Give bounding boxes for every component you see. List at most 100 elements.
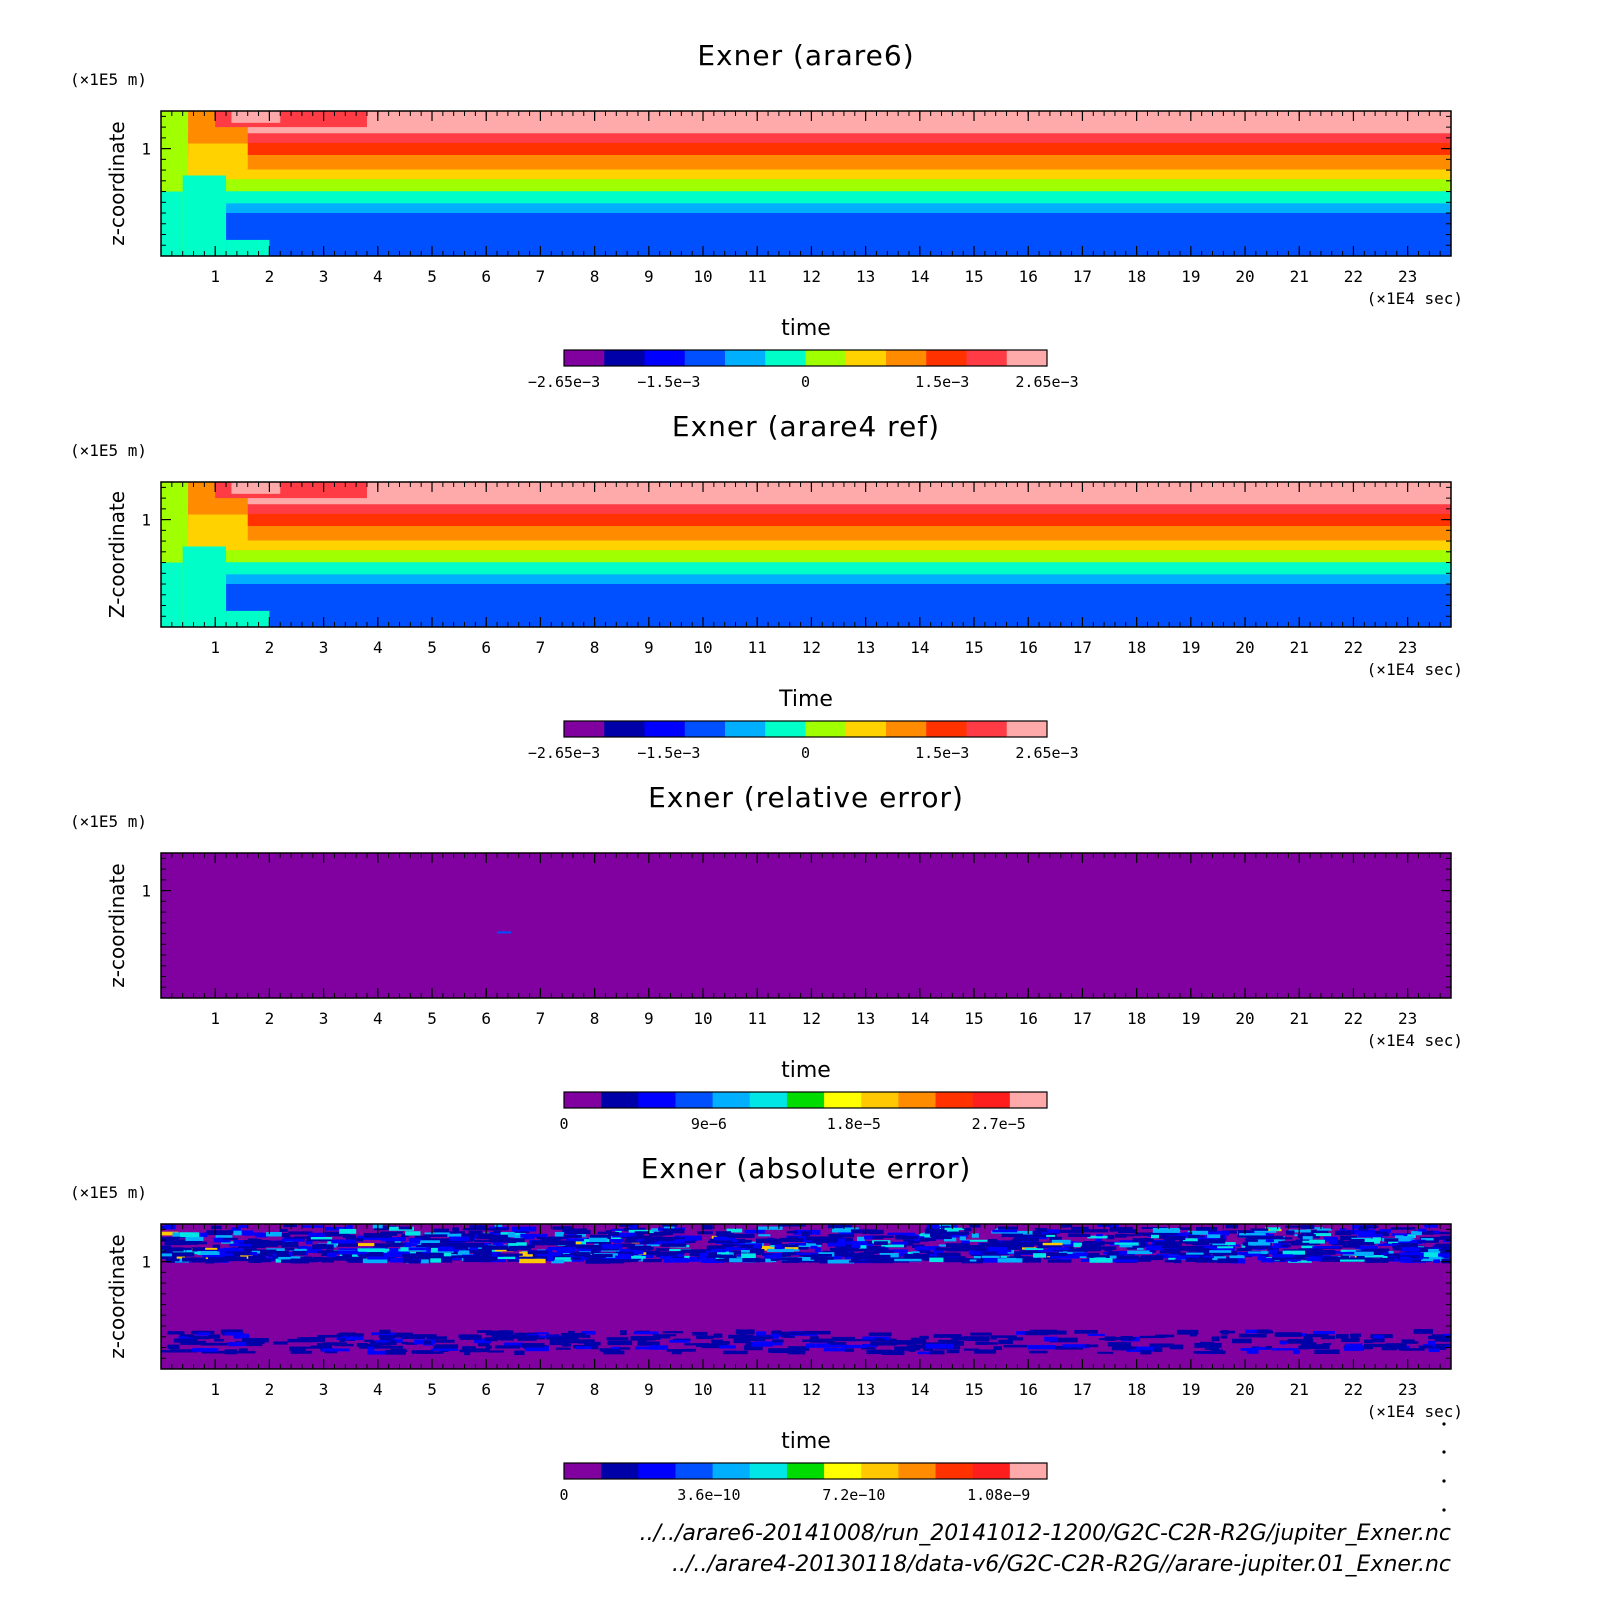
colorbar-swatch	[765, 350, 806, 366]
error-speck	[443, 1232, 462, 1237]
error-speck	[1433, 1259, 1441, 1264]
error-speck	[169, 1349, 198, 1353]
error-speck	[1119, 1242, 1142, 1248]
error-speck	[862, 1343, 878, 1348]
x-tick-label: 17	[1073, 1380, 1092, 1399]
x-tick-label: 6	[481, 267, 491, 286]
x-tick-label: 10	[693, 638, 712, 657]
error-speck	[1371, 1338, 1385, 1343]
error-speck	[1306, 1257, 1322, 1262]
band	[161, 554, 1451, 558]
band	[161, 525, 1451, 529]
error-speck	[961, 1240, 970, 1245]
error-speck	[506, 1335, 523, 1339]
error-speck	[651, 1228, 660, 1232]
error-speck	[672, 1338, 691, 1341]
error-speck	[235, 1351, 256, 1354]
error-speck	[488, 1239, 513, 1243]
x-tick-label: 11	[748, 1009, 767, 1028]
x-tick-label: 23	[1398, 1009, 1417, 1028]
error-speck	[1095, 1237, 1103, 1242]
error-speck	[390, 1348, 406, 1354]
error-speck	[951, 1246, 977, 1252]
error-speck	[846, 1241, 868, 1245]
error-speck	[173, 1338, 198, 1343]
error-speck	[835, 1252, 855, 1255]
error-speck	[310, 1237, 333, 1240]
error-speck	[1012, 1237, 1039, 1242]
error-speck	[1238, 1333, 1248, 1338]
error-speck	[468, 1230, 483, 1235]
error-speck	[620, 1330, 627, 1336]
error-speck	[633, 1250, 644, 1255]
band	[161, 602, 1451, 606]
error-speck	[481, 1245, 509, 1250]
error-speck	[973, 1247, 988, 1252]
error-speck	[508, 1238, 525, 1244]
error-speck	[391, 1338, 403, 1343]
spinup-region	[231, 482, 281, 494]
error-speck	[261, 1258, 272, 1263]
error-speck	[1065, 1254, 1080, 1259]
error-speck	[392, 1242, 409, 1247]
error-speck	[606, 1337, 629, 1341]
error-speck	[380, 1243, 388, 1248]
error-speck	[1313, 1331, 1335, 1335]
error-speck	[474, 1338, 492, 1344]
error-speck	[434, 1242, 460, 1248]
error-speck	[1274, 1332, 1302, 1337]
error-speck	[1154, 1334, 1175, 1338]
error-speck	[301, 1225, 323, 1228]
band	[161, 130, 1451, 134]
error-speck	[609, 1253, 631, 1257]
x-tick-label: 10	[693, 1380, 712, 1399]
error-speck	[701, 1258, 724, 1264]
error-speck	[1322, 1350, 1330, 1354]
band	[161, 156, 1451, 160]
error-speck	[220, 1329, 243, 1335]
error-speck	[1047, 1259, 1071, 1263]
x-unit-label: (×1E4 sec)	[1367, 1031, 1463, 1050]
error-speck	[1195, 1245, 1215, 1249]
error-speck	[634, 1231, 649, 1235]
band	[161, 549, 1451, 553]
error-speck	[462, 1348, 490, 1353]
error-speck	[929, 1350, 945, 1355]
error-speck	[1356, 1255, 1373, 1261]
error-speck	[1050, 1254, 1070, 1259]
error-speck	[233, 1334, 250, 1339]
error-speck	[376, 1345, 403, 1349]
marker-dot	[1442, 1479, 1446, 1483]
error-speck	[970, 1332, 992, 1336]
error-speck	[988, 1238, 998, 1244]
error-speck	[850, 1229, 878, 1234]
x-axis-label: Time	[778, 687, 833, 712]
error-speck	[494, 1345, 521, 1349]
colorbar-swatch	[824, 1092, 862, 1108]
colorbar-swatch	[644, 350, 686, 366]
error-speck	[1077, 1252, 1100, 1257]
band	[161, 530, 1451, 534]
error-speck	[1037, 1243, 1062, 1249]
error-speck	[739, 1330, 746, 1336]
error-speck	[867, 1258, 880, 1262]
error-speck	[810, 1336, 819, 1339]
error-speck	[473, 1239, 493, 1242]
error-speck	[814, 1247, 821, 1253]
band	[161, 193, 1451, 197]
band	[161, 185, 1451, 189]
error-speck	[1287, 1339, 1314, 1344]
error-speck	[771, 1330, 782, 1334]
spinup-region	[161, 562, 183, 627]
error-speck	[869, 1235, 894, 1239]
error-speck	[1162, 1245, 1174, 1249]
error-speck	[1104, 1248, 1113, 1252]
colorbar-swatch	[845, 721, 887, 737]
error-speck	[419, 1351, 444, 1354]
band	[161, 164, 1451, 168]
error-speck	[1231, 1259, 1246, 1264]
error-speck	[373, 1243, 389, 1248]
error-speck	[607, 1340, 633, 1346]
band	[161, 617, 1451, 621]
error-speck	[414, 1235, 431, 1239]
